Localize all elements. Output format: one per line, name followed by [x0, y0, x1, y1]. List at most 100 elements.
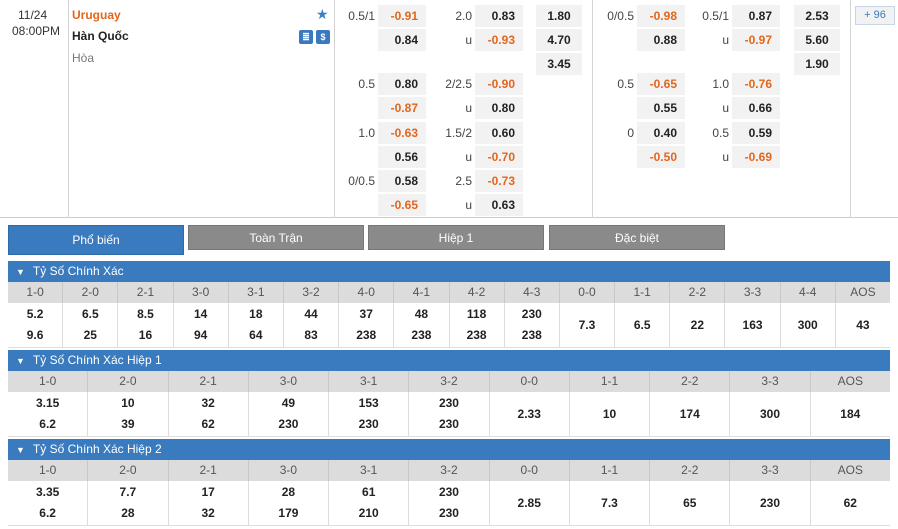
odds-value-home[interactable]: 18 — [249, 307, 263, 321]
odds-value-home[interactable]: 163 — [742, 317, 763, 332]
odds-value-away[interactable]: 32 — [201, 506, 215, 520]
h1-odds-over[interactable]: 0.87 — [732, 5, 780, 27]
odds-home[interactable]: 0.80 — [378, 73, 426, 95]
odds-over[interactable]: -0.90 — [475, 73, 523, 95]
odds-1x2-draw[interactable]: 3.45 — [536, 53, 582, 75]
odds-value-home[interactable]: 65 — [683, 495, 697, 510]
odds-value-away[interactable]: 230 — [358, 417, 379, 431]
tab-full-match[interactable]: Toàn Trận — [188, 225, 364, 250]
section-header[interactable]: ▼ Tỷ Số Chính Xác Hiệp 1 — [8, 350, 890, 371]
h1-odds-away[interactable]: 0.55 — [637, 97, 685, 119]
odds-value-home[interactable]: 3.35 — [35, 485, 60, 499]
odds-value-away[interactable]: 83 — [304, 328, 318, 342]
odds-away[interactable]: -0.87 — [378, 97, 426, 119]
odds-value-home[interactable]: 44 — [304, 307, 318, 321]
odds-value-home[interactable]: 118 — [466, 307, 487, 321]
odds-value-home[interactable]: 32 — [201, 396, 215, 410]
h1-odds-over[interactable]: -0.76 — [732, 73, 780, 95]
h1-odds-under[interactable]: -0.69 — [732, 146, 780, 168]
odds-value-home[interactable]: 3.15 — [35, 396, 60, 410]
odds-value-away[interactable]: 62 — [201, 417, 215, 431]
h1-odds-over[interactable]: 0.59 — [732, 122, 780, 144]
odds-over[interactable]: -0.73 — [475, 170, 523, 192]
odds-value-away[interactable]: 238 — [466, 328, 487, 342]
odds-value-away[interactable]: 16 — [138, 328, 153, 342]
odds-value-home[interactable]: 61 — [362, 485, 376, 499]
odds-over[interactable]: 0.83 — [475, 5, 523, 27]
odds-under[interactable]: -0.93 — [475, 29, 523, 51]
odds-value-home[interactable]: 62 — [843, 495, 857, 510]
more-markets-button[interactable]: + 96 — [855, 6, 895, 25]
away-team[interactable]: Hàn Quốc — [72, 29, 129, 43]
odds-value-away[interactable]: 238 — [411, 328, 432, 342]
h1-odds-1x2-away[interactable]: 5.60 — [794, 29, 840, 51]
odds-value-away[interactable]: 25 — [83, 328, 97, 342]
odds-value-home[interactable]: 230 — [438, 396, 459, 410]
odds-home[interactable]: 0.58 — [378, 170, 426, 192]
collapse-icon[interactable]: ▼ — [16, 267, 25, 277]
stats-icon[interactable]: ≣ — [299, 30, 313, 44]
odds-value-home[interactable]: 7.3 — [578, 317, 596, 332]
h1-odds-1x2-draw[interactable]: 1.90 — [794, 53, 840, 75]
odds-under[interactable]: 0.63 — [475, 194, 523, 216]
odds-away[interactable]: -0.65 — [378, 194, 426, 216]
odds-1x2-away[interactable]: 4.70 — [536, 29, 582, 51]
odds-value-home[interactable]: 230 — [438, 485, 459, 499]
odds-away[interactable]: 0.56 — [378, 146, 426, 168]
odds-value-away[interactable]: 230 — [438, 417, 459, 431]
favorite-star-icon[interactable]: ★ — [316, 6, 329, 22]
odds-value-home[interactable]: 2.85 — [517, 495, 541, 510]
odds-value-away[interactable]: 9.6 — [26, 328, 44, 342]
odds-under[interactable]: -0.70 — [475, 146, 523, 168]
odds-home[interactable]: -0.63 — [378, 122, 426, 144]
odds-1x2-home[interactable]: 1.80 — [536, 5, 582, 27]
odds-value-home[interactable]: 300 — [760, 406, 781, 421]
odds-value-away[interactable]: 179 — [278, 506, 299, 520]
odds-value-home[interactable]: 10 — [121, 396, 135, 410]
odds-value-home[interactable]: 28 — [281, 485, 296, 499]
odds-value-home[interactable]: 153 — [358, 396, 379, 410]
odds-value-away[interactable]: 230 — [278, 417, 299, 431]
h1-odds-home[interactable]: -0.98 — [637, 5, 685, 27]
tab-first-half[interactable]: Hiệp 1 — [368, 225, 544, 250]
odds-value-away[interactable]: 230 — [438, 506, 459, 520]
odds-value-home[interactable]: 300 — [797, 317, 818, 332]
odds-value-home[interactable]: 6.5 — [81, 307, 99, 321]
odds-value-away[interactable]: 6.2 — [39, 417, 56, 431]
h1-odds-away[interactable]: 0.88 — [637, 29, 685, 51]
odds-value-home[interactable]: 37 — [359, 307, 373, 321]
odds-value-away[interactable]: 64 — [249, 328, 263, 342]
odds-value-away[interactable]: 238 — [521, 328, 542, 342]
collapse-icon[interactable]: ▼ — [16, 445, 25, 455]
odds-value-home[interactable]: 10 — [602, 406, 617, 421]
h1-odds-under[interactable]: -0.97 — [732, 29, 780, 51]
odds-value-home[interactable]: 7.7 — [119, 485, 137, 499]
odds-value-home[interactable]: 230 — [521, 307, 542, 321]
h1-odds-away[interactable]: -0.50 — [637, 146, 685, 168]
odds-value-home[interactable]: 8.5 — [137, 307, 154, 321]
odds-under[interactable]: 0.80 — [475, 97, 523, 119]
odds-value-home[interactable]: 184 — [840, 406, 861, 421]
odds-value-home[interactable]: 5.2 — [26, 307, 44, 321]
odds-value-away[interactable]: 94 — [193, 328, 208, 342]
odds-value-home[interactable]: 49 — [281, 396, 296, 410]
odds-value-home[interactable]: 43 — [856, 317, 870, 332]
home-team[interactable]: Uruguay — [72, 8, 121, 22]
section-header[interactable]: ▼ Tỷ Số Chính Xác Hiệp 2 — [8, 439, 890, 460]
odds-value-home[interactable]: 174 — [679, 406, 700, 421]
odds-value-away[interactable]: 238 — [356, 328, 377, 342]
odds-value-home[interactable]: 7.3 — [601, 495, 618, 510]
h1-odds-home[interactable]: 0.40 — [637, 122, 685, 144]
odds-over[interactable]: 0.60 — [475, 122, 523, 144]
odds-value-away[interactable]: 210 — [358, 506, 379, 520]
odds-value-home[interactable]: 22 — [690, 317, 705, 332]
odds-value-home[interactable]: 6.5 — [633, 317, 651, 332]
odds-value-home[interactable]: 2.33 — [517, 406, 541, 421]
section-header[interactable]: ▼ Tỷ Số Chính Xác — [8, 261, 890, 282]
odds-value-away[interactable]: 39 — [121, 417, 135, 431]
h1-odds-1x2-home[interactable]: 2.53 — [794, 5, 840, 27]
odds-home[interactable]: -0.91 — [378, 5, 426, 27]
h1-odds-home[interactable]: -0.65 — [637, 73, 685, 95]
odds-value-home[interactable]: 14 — [193, 307, 208, 321]
tab-popular[interactable]: Phổ biến — [8, 225, 184, 255]
